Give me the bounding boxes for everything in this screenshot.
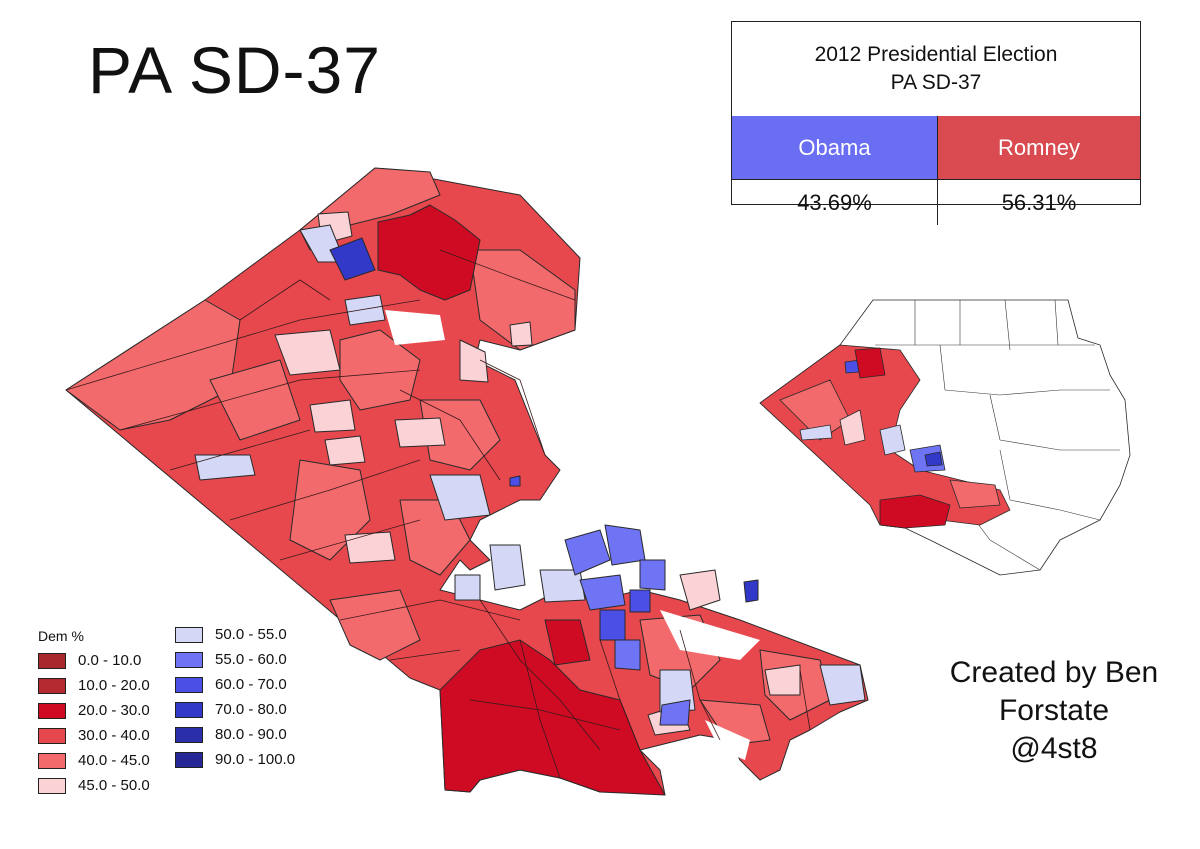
map-gap xyxy=(705,720,750,760)
precinct xyxy=(344,531,396,564)
district-name: PA SD-37 xyxy=(890,71,982,94)
precinct xyxy=(429,474,491,521)
legend-label: 60.0 - 70.0 xyxy=(215,676,287,693)
legend-item: 40.0 - 45.0 xyxy=(38,752,150,769)
precinct xyxy=(764,664,801,696)
precinct xyxy=(454,574,481,601)
precinct xyxy=(459,339,489,383)
precinct xyxy=(544,619,591,666)
legend-swatch xyxy=(175,626,203,643)
precinct xyxy=(629,589,651,613)
legend-swatch xyxy=(38,777,66,794)
legend-item: 90.0 - 100.0 xyxy=(175,751,295,768)
precinct xyxy=(564,529,611,576)
legend-label: 50.0 - 55.0 xyxy=(215,626,287,643)
legend-swatch xyxy=(175,651,203,668)
precinct xyxy=(274,329,341,376)
legend-swatch xyxy=(38,677,66,694)
precinct xyxy=(489,544,526,591)
inset-precinct xyxy=(879,494,951,529)
legend-label: 20.0 - 30.0 xyxy=(78,702,150,719)
legend-label: 0.0 - 10.0 xyxy=(78,652,142,669)
precinct xyxy=(324,435,366,466)
precinct xyxy=(344,294,386,326)
legend-label: 30.0 - 40.0 xyxy=(78,727,150,744)
precinct xyxy=(509,475,521,487)
precinct xyxy=(394,417,446,448)
precinct xyxy=(209,359,301,441)
precinct xyxy=(639,559,666,591)
legend-item: 50.0 - 55.0 xyxy=(175,626,287,643)
legend-item: 80.0 - 90.0 xyxy=(175,726,287,743)
legend-label: 45.0 - 50.0 xyxy=(78,777,150,794)
legend-item: 10.0 - 20.0 xyxy=(38,677,150,694)
main-map xyxy=(65,167,869,796)
legend-title: Dem % xyxy=(38,628,84,644)
legend-item: 30.0 - 40.0 xyxy=(38,727,150,744)
precinct xyxy=(599,609,626,641)
precinct-boundaries xyxy=(65,249,811,779)
map-gap xyxy=(385,310,445,345)
precinct xyxy=(509,321,533,347)
precinct xyxy=(469,249,576,351)
inset-precinct xyxy=(799,424,833,441)
precinct xyxy=(579,574,626,611)
legend-swatch xyxy=(175,676,203,693)
legend-swatch xyxy=(38,652,66,669)
precinct xyxy=(329,589,421,661)
legend-swatch xyxy=(38,752,66,769)
legend-label: 70.0 - 80.0 xyxy=(215,701,287,718)
precinct xyxy=(659,699,691,726)
legend-item: 20.0 - 30.0 xyxy=(38,702,150,719)
precinct xyxy=(614,639,641,671)
legend-label: 55.0 - 60.0 xyxy=(215,651,287,668)
inset-precinct xyxy=(924,451,943,467)
rep-candidate-cell: Romney xyxy=(938,116,1140,179)
rep-percent: 56.31% xyxy=(938,179,1140,225)
inset-precinct xyxy=(854,347,886,379)
legend-swatch xyxy=(175,701,203,718)
inset-precinct xyxy=(879,424,906,456)
legend-label: 10.0 - 20.0 xyxy=(78,677,150,694)
dem-candidate-cell: Obama xyxy=(732,116,938,179)
legend-swatch xyxy=(175,751,203,768)
credit-handle: @4st8 xyxy=(1010,732,1098,765)
results-header: 2012 Presidential Election PA SD-37 xyxy=(732,22,1140,117)
precinct xyxy=(819,664,866,706)
legend-item: 55.0 - 60.0 xyxy=(175,651,287,668)
precinct xyxy=(329,237,376,281)
legend-label: 80.0 - 90.0 xyxy=(215,726,287,743)
inset-precinct xyxy=(949,479,1001,509)
legend-label: 90.0 - 100.0 xyxy=(215,751,296,768)
legend-item: 45.0 - 50.0 xyxy=(38,777,150,794)
precinct xyxy=(679,569,721,611)
legend-item: 70.0 - 80.0 xyxy=(175,701,287,718)
precinct xyxy=(194,454,256,481)
dem-percent: 43.69% xyxy=(732,179,938,225)
legend-item: 60.0 - 70.0 xyxy=(175,676,287,693)
credit-line-1: Created by Ben xyxy=(949,656,1159,689)
precinct xyxy=(377,204,481,301)
legend-swatch xyxy=(175,726,203,743)
credit: Created by Ben Forstate @4st8 xyxy=(944,654,1164,768)
election-name: 2012 Presidential Election xyxy=(814,43,1058,66)
precinct xyxy=(743,579,759,603)
map-title: PA SD-37 xyxy=(88,33,381,107)
credit-line-2: Forstate xyxy=(998,694,1110,727)
precinct xyxy=(309,399,356,433)
legend-swatch xyxy=(38,702,66,719)
results-box: 2012 Presidential Election PA SD-37 Obam… xyxy=(731,21,1141,225)
legend-label: 40.0 - 45.0 xyxy=(78,752,150,769)
precinct xyxy=(604,524,646,566)
inset-map xyxy=(759,299,1131,576)
inset-precinct xyxy=(839,409,866,446)
precinct xyxy=(539,569,586,603)
legend-swatch xyxy=(38,727,66,744)
legend-item: 0.0 - 10.0 xyxy=(38,652,141,669)
precinct xyxy=(439,639,666,796)
